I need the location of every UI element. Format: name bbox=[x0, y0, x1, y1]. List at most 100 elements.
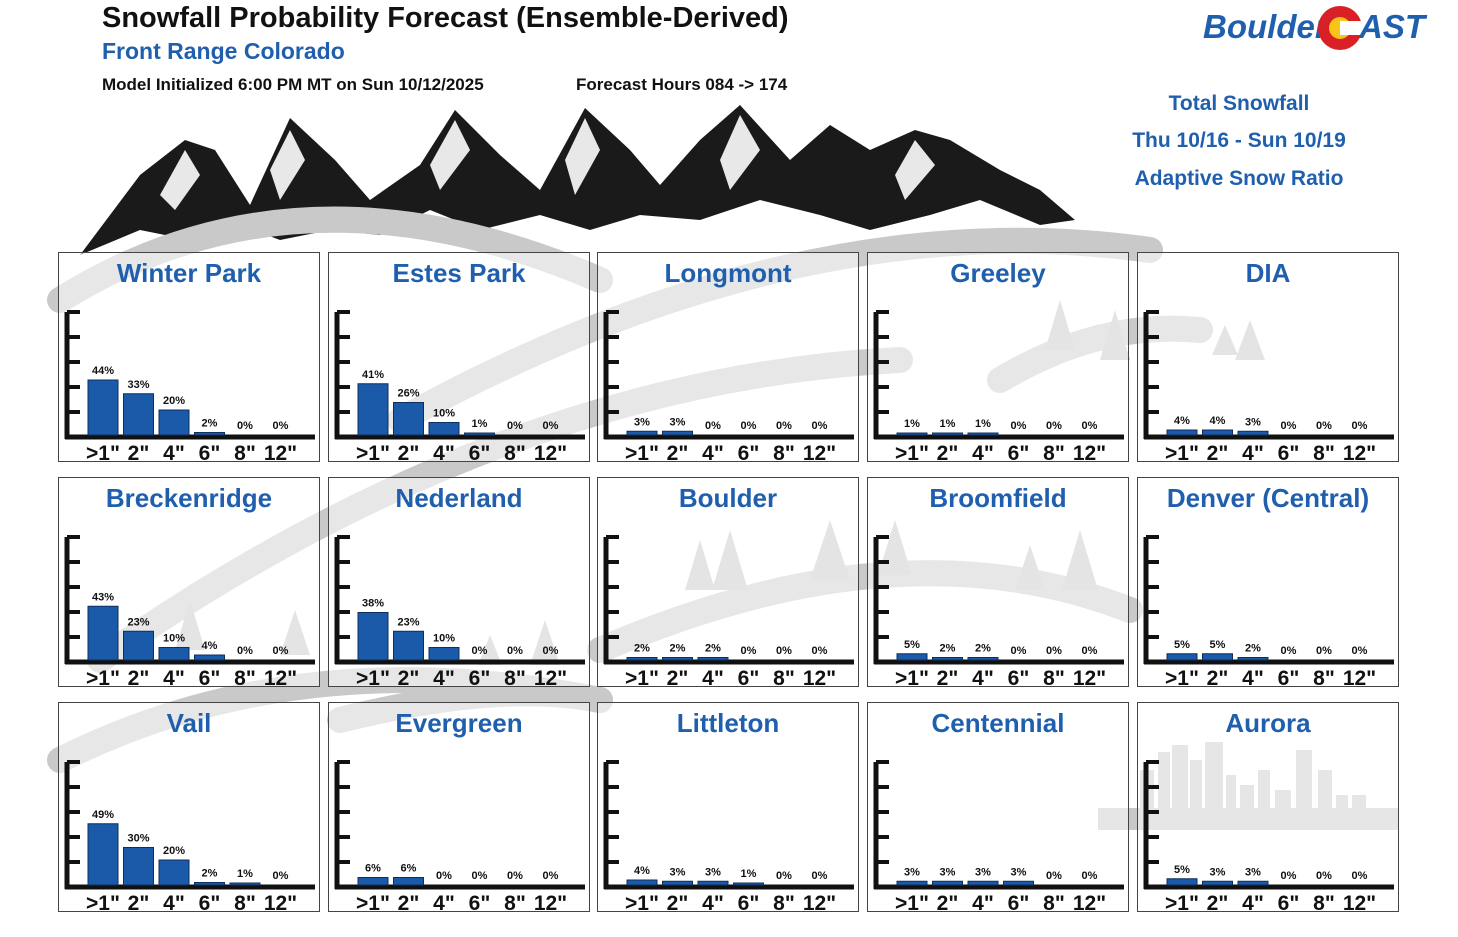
bar-3 bbox=[733, 882, 764, 886]
data-label: 2% bbox=[670, 643, 686, 655]
data-label: 0% bbox=[741, 645, 757, 657]
x-tick-label: 4" bbox=[702, 892, 724, 913]
data-label: 4% bbox=[634, 865, 650, 877]
bar-3 bbox=[194, 882, 225, 886]
x-tick-label: >1" bbox=[625, 667, 659, 688]
x-tick-label: 8" bbox=[234, 442, 256, 463]
data-label: 0% bbox=[1316, 870, 1332, 882]
data-label: 0% bbox=[507, 420, 523, 432]
bar-1 bbox=[393, 402, 424, 436]
panel-longmont: Longmont 3% >1" 3% 2" 0% 4" 0% 6" 0% 8" 0% 12" bbox=[597, 252, 859, 463]
data-label: 0% bbox=[776, 645, 792, 657]
data-label: 0% bbox=[812, 645, 828, 657]
panel-centennial: Centennial 3% >1" 3% 2" 3% 4" 3% 6" 0% 8" 0% 12" bbox=[867, 702, 1129, 913]
bar-0 bbox=[357, 383, 389, 436]
data-label: 3% bbox=[940, 866, 956, 878]
panel-greeley: Greeley 1% >1" 1% 2" 1% 4" 0% 6" 0% 8" 0% 12" bbox=[867, 252, 1129, 463]
x-tick-label: 6" bbox=[738, 442, 760, 463]
data-label: 0% bbox=[812, 420, 828, 432]
x-tick-label: 6" bbox=[1008, 892, 1030, 913]
bar-1 bbox=[662, 430, 693, 436]
data-label: 3% bbox=[670, 416, 686, 428]
bar-chart: 2% >1" 2% 2" 2% 4" 0% 6" 0% 8" 0% 12" bbox=[603, 535, 854, 688]
data-label: 4% bbox=[1210, 415, 1226, 427]
x-tick-label: 6" bbox=[1008, 442, 1030, 463]
panel-title: Breckenridge bbox=[105, 483, 273, 513]
data-label: 2% bbox=[975, 643, 991, 655]
page-title: Snowfall Probability Forecast (Ensemble-… bbox=[102, 2, 789, 34]
bar-2 bbox=[1237, 880, 1269, 886]
data-label: 0% bbox=[1316, 645, 1332, 657]
x-tick-label: 2" bbox=[128, 667, 150, 688]
x-tick-label: 4" bbox=[433, 892, 455, 913]
bar-1 bbox=[123, 630, 154, 661]
x-tick-label: >1" bbox=[356, 892, 390, 913]
x-tick-label: 6" bbox=[469, 892, 491, 913]
x-tick-label: 4" bbox=[1242, 892, 1264, 913]
bar-0 bbox=[1166, 429, 1198, 436]
panel-estes-park: Estes Park 41% >1" 26% 2" 10% 4" 1% 6" 0% 8" 0% 12" bbox=[328, 252, 590, 463]
panel-winter-park: Winter Park 44% >1" 33% 2" 20% 4" 2% 6" 0% 8" 0% 12" bbox=[58, 252, 320, 463]
bar-2 bbox=[967, 657, 999, 661]
panel-title: Estes Park bbox=[392, 258, 526, 288]
logo-text-left: Boulder bbox=[1203, 8, 1328, 45]
mountain-snow-icon bbox=[160, 115, 935, 210]
panel-title: Centennial bbox=[931, 708, 1065, 738]
bar-1 bbox=[662, 880, 693, 886]
data-label: 0% bbox=[1352, 420, 1368, 432]
data-label: 0% bbox=[1352, 645, 1368, 657]
data-label: 0% bbox=[1281, 870, 1297, 882]
data-label: 1% bbox=[940, 418, 956, 430]
x-tick-label: 4" bbox=[972, 892, 994, 913]
data-label: 0% bbox=[273, 420, 289, 432]
x-tick-label: 6" bbox=[738, 892, 760, 913]
x-tick-label: 8" bbox=[1313, 442, 1335, 463]
bar-2 bbox=[158, 859, 190, 886]
data-label: 0% bbox=[507, 645, 523, 657]
bar-0 bbox=[626, 657, 658, 661]
panel-title: Evergreen bbox=[395, 708, 523, 738]
x-tick-label: 4" bbox=[702, 667, 724, 688]
panel-title: Winter Park bbox=[116, 258, 262, 288]
panel-title: Greeley bbox=[950, 258, 1046, 288]
data-label: 0% bbox=[273, 870, 289, 882]
data-label: 0% bbox=[1082, 870, 1098, 882]
x-tick-label: >1" bbox=[625, 442, 659, 463]
data-label: 5% bbox=[1174, 639, 1190, 651]
data-label: 0% bbox=[436, 870, 452, 882]
bar-chart: 3% >1" 3% 2" 3% 4" 3% 6" 0% 8" 0% 12" bbox=[873, 760, 1124, 913]
data-label: 2% bbox=[202, 418, 218, 430]
bar-1 bbox=[932, 880, 963, 886]
info-total-snowfall: Total Snowfall bbox=[1168, 92, 1310, 115]
x-tick-label: 12" bbox=[534, 892, 567, 913]
data-label: 38% bbox=[362, 598, 384, 610]
x-tick-label: 4" bbox=[433, 667, 455, 688]
bar-0 bbox=[1166, 878, 1198, 886]
bar-chart: 4% >1" 4% 2" 3% 4" 0% 6" 0% 8" 0% 12" bbox=[1143, 310, 1394, 463]
data-label: 26% bbox=[397, 388, 419, 400]
data-label: 0% bbox=[1046, 645, 1062, 657]
bar-3 bbox=[194, 432, 225, 436]
data-label: 0% bbox=[543, 645, 559, 657]
data-label: 0% bbox=[1046, 870, 1062, 882]
bar-1 bbox=[393, 630, 424, 661]
x-tick-label: 12" bbox=[534, 667, 567, 688]
x-tick-label: 8" bbox=[773, 442, 795, 463]
colorado-c-icon bbox=[1318, 6, 1364, 50]
data-label: 0% bbox=[1046, 420, 1062, 432]
panel-aurora: Aurora 5% >1" 3% 2" 3% 4" 0% 6" 0% 8" 0% 12" bbox=[1137, 702, 1399, 913]
x-tick-label: 4" bbox=[972, 667, 994, 688]
data-label: 2% bbox=[1245, 643, 1261, 655]
bar-1 bbox=[932, 432, 963, 436]
panel-title: Broomfield bbox=[929, 483, 1067, 513]
data-label: 33% bbox=[127, 379, 149, 391]
data-label: 0% bbox=[741, 420, 757, 432]
x-tick-label: 12" bbox=[264, 892, 297, 913]
x-tick-label: 12" bbox=[534, 442, 567, 463]
bar-2 bbox=[158, 647, 190, 661]
x-tick-label: >1" bbox=[1165, 667, 1199, 688]
bar-0 bbox=[87, 379, 119, 436]
x-tick-label: 2" bbox=[398, 892, 420, 913]
x-tick-label: 2" bbox=[667, 442, 689, 463]
x-tick-label: >1" bbox=[625, 892, 659, 913]
